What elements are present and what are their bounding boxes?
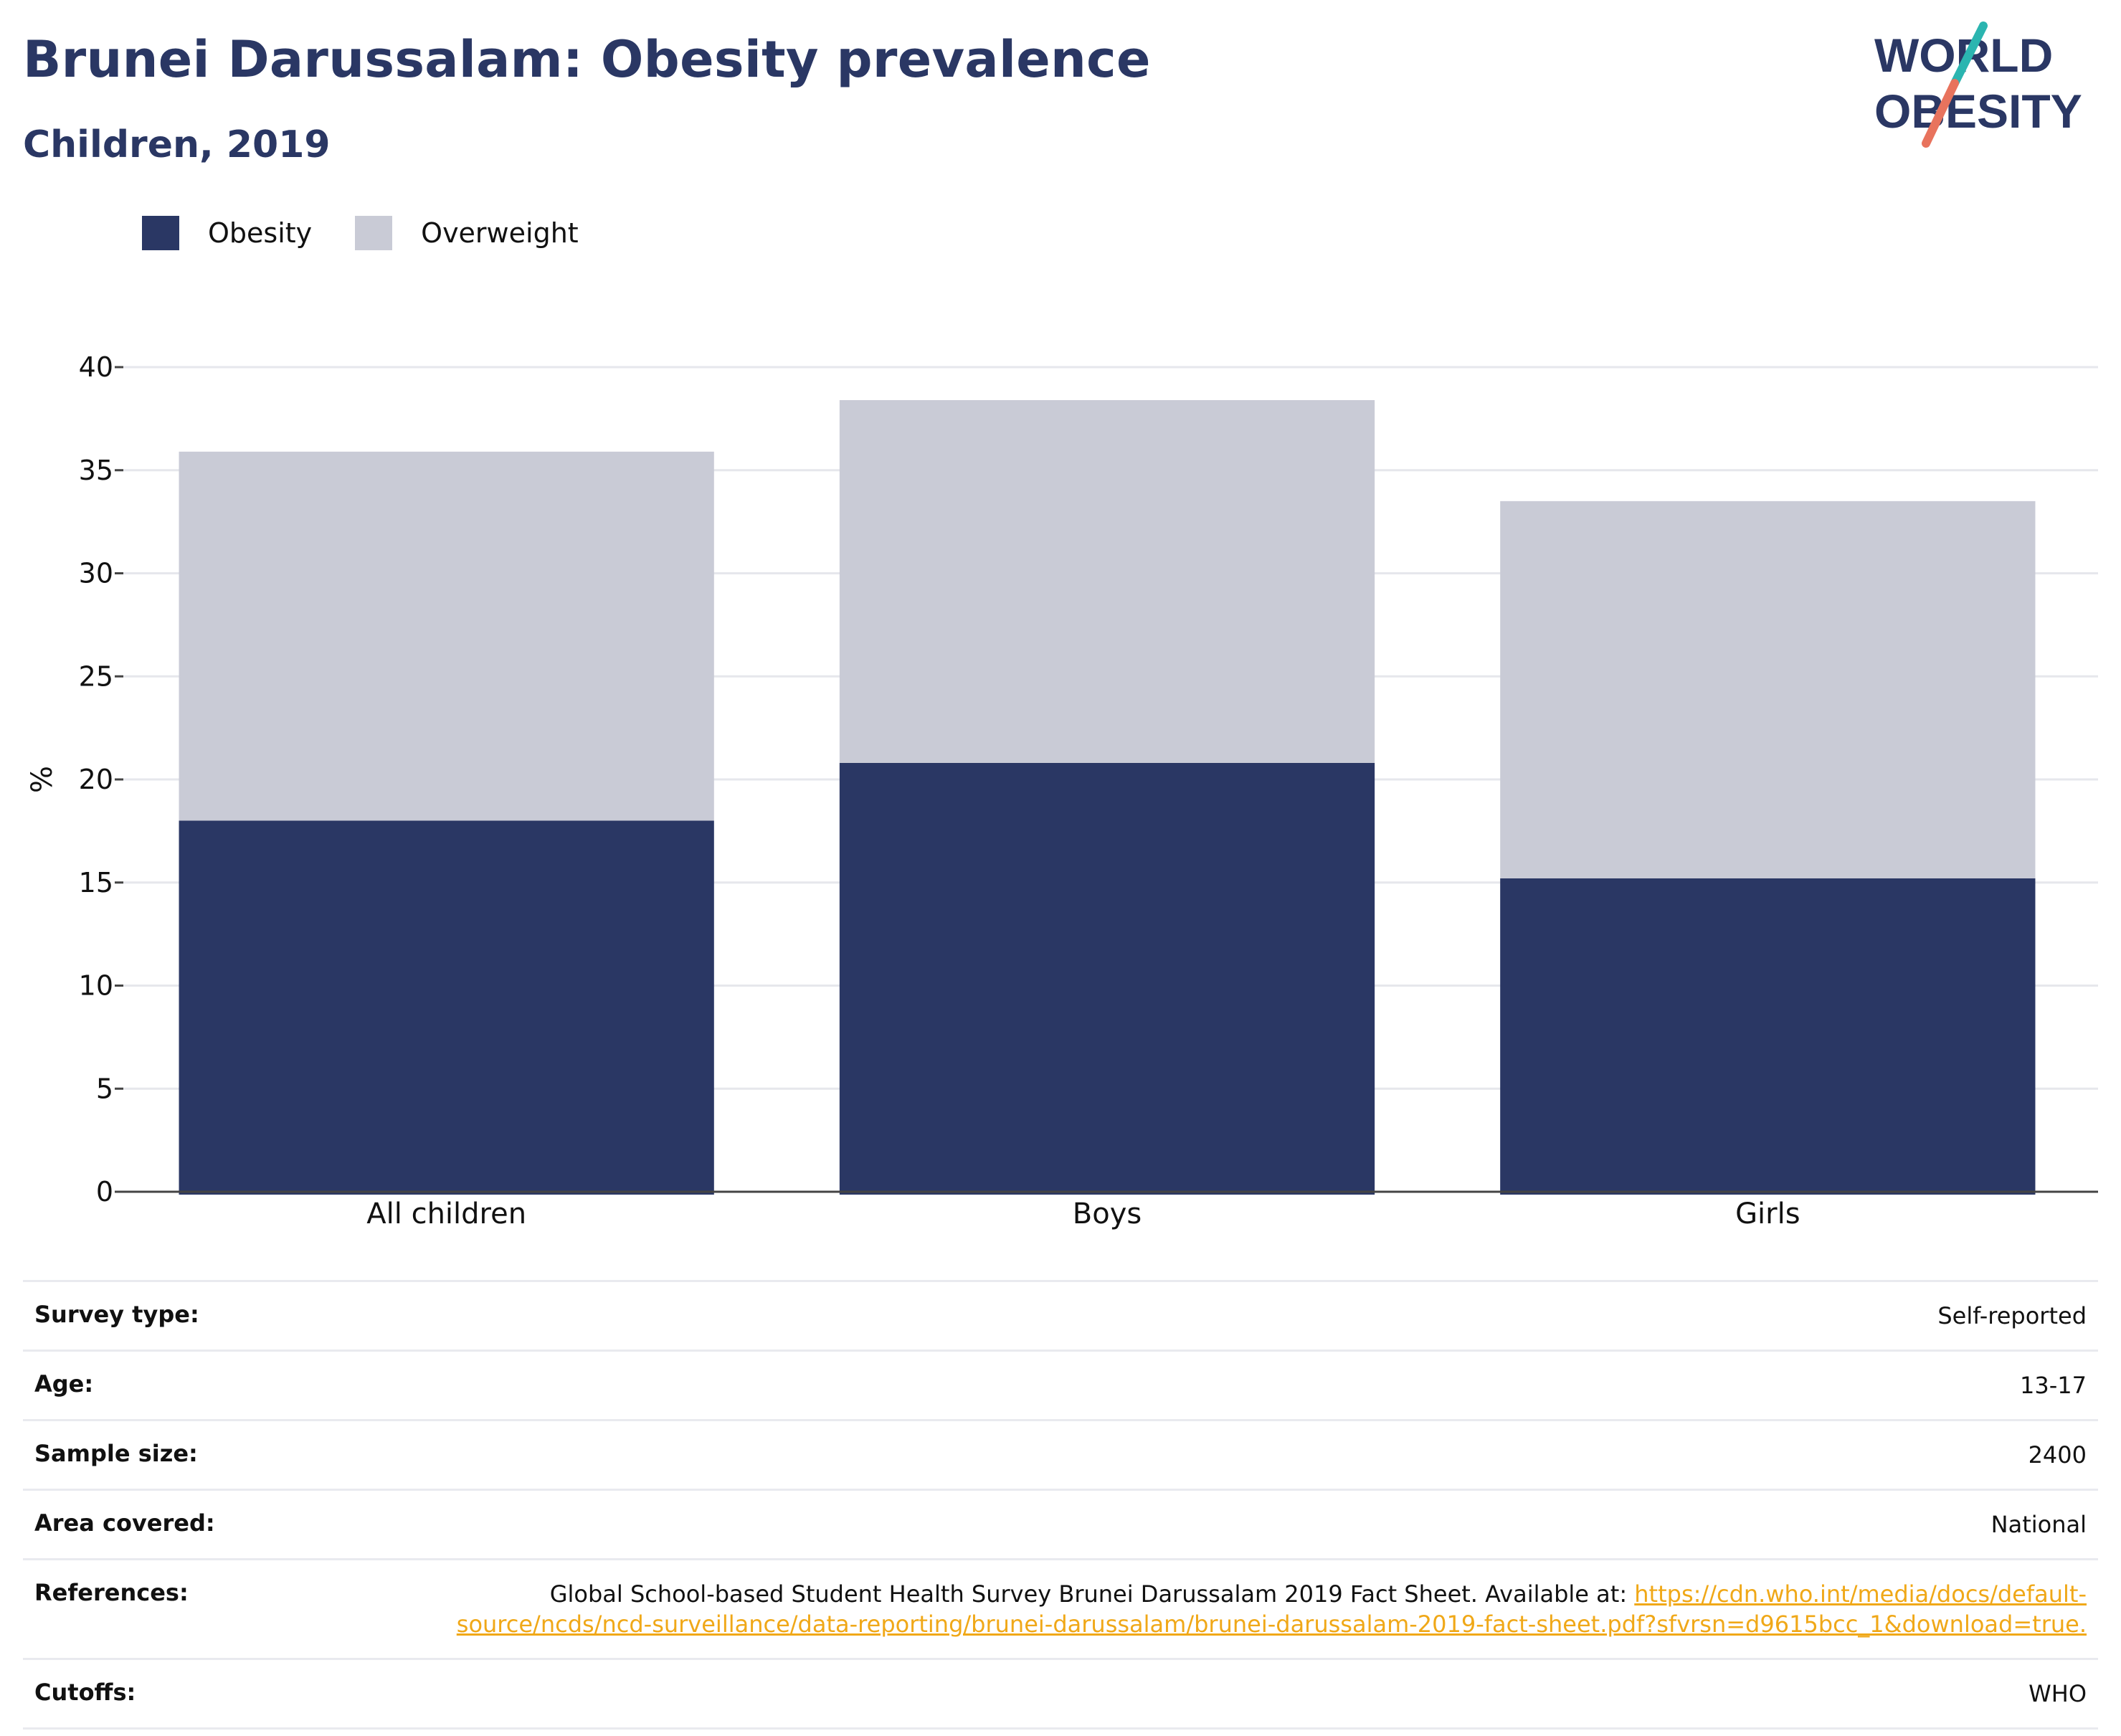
y-tick-label-5: 5 bbox=[96, 1073, 113, 1104]
legend-item-overweight[interactable]: Overweight bbox=[355, 216, 579, 250]
info-row-cutoffs: Cutoffs: WHO bbox=[23, 1660, 2098, 1730]
logo-text-obesity: OBESITY bbox=[1874, 85, 2082, 138]
info-value-area: National bbox=[1990, 1511, 2087, 1538]
y-tick-label-0: 0 bbox=[96, 1176, 113, 1208]
stacked-bar-chart: 0 5 10 15 20 25 30 35 40% All children Boys Girls bbox=[26, 351, 2098, 1230]
y-tick-label-15: 15 bbox=[79, 867, 113, 898]
bar-obesity-boys bbox=[839, 763, 1375, 1195]
survey-info-table: Survey type: Self-reported Age: 13-17 Sa… bbox=[23, 1280, 2098, 1730]
legend-label-overweight: Overweight bbox=[421, 217, 579, 249]
info-value-references: Global School-based Student Health Surve… bbox=[423, 1579, 2087, 1639]
y-axis-label: % bbox=[26, 766, 59, 793]
info-value-sample-size: 2400 bbox=[2028, 1441, 2087, 1469]
reference-text: Global School-based Student Health Surve… bbox=[549, 1580, 1635, 1608]
chart-title: Brunei Darussalam: Obesity prevalence bbox=[23, 30, 1151, 89]
info-label-sample-size: Sample size: bbox=[34, 1440, 198, 1467]
info-value-survey-type: Self-reported bbox=[1937, 1302, 2087, 1329]
info-label-references: References: bbox=[34, 1579, 189, 1606]
legend-label-obesity: Obesity bbox=[208, 217, 313, 249]
logo-slash-teal bbox=[1950, 22, 1988, 87]
y-tick-label-20: 20 bbox=[79, 764, 113, 795]
chart-subtitle: Children, 2019 bbox=[23, 123, 331, 166]
chart-legend: Obesity Overweight bbox=[142, 214, 622, 252]
info-row-survey-type: Survey type: Self-reported bbox=[23, 1282, 2098, 1352]
info-label-area: Area covered: bbox=[34, 1509, 215, 1537]
info-row-sample-size: Sample size: 2400 bbox=[23, 1421, 2098, 1491]
info-row-references: References: Global School-based Student … bbox=[23, 1560, 2098, 1660]
info-row-age: Age: 13-17 bbox=[23, 1352, 2098, 1421]
legend-item-obesity[interactable]: Obesity bbox=[142, 216, 312, 250]
bar-obesity-all-children bbox=[179, 820, 714, 1195]
world-obesity-logo: WORLD OBESITY bbox=[1874, 22, 2082, 148]
logo-slash-coral bbox=[1922, 79, 1959, 148]
info-label-age: Age: bbox=[34, 1370, 94, 1398]
x-tick-label-girls: Girls bbox=[1735, 1197, 1800, 1230]
bar-overweight-all-children bbox=[179, 451, 714, 821]
bar-obesity-girls bbox=[1500, 878, 2036, 1195]
info-value-cutoffs: WHO bbox=[2029, 1680, 2087, 1707]
info-label-cutoffs: Cutoffs: bbox=[34, 1679, 136, 1706]
y-tick-label-35: 35 bbox=[79, 455, 113, 486]
x-tick-label-boys: Boys bbox=[1073, 1197, 1142, 1230]
x-tick-label-all-children: All children bbox=[366, 1197, 526, 1230]
y-tick-label-30: 30 bbox=[79, 558, 113, 589]
info-row-area: Area covered: National bbox=[23, 1491, 2098, 1560]
bar-overweight-boys bbox=[839, 400, 1375, 763]
reference-link[interactable]: https://cdn.who.int/media/docs/default-s… bbox=[456, 1580, 2087, 1638]
info-label-survey-type: Survey type: bbox=[34, 1301, 199, 1328]
info-value-age: 13-17 bbox=[2020, 1372, 2087, 1399]
y-tick-label-40: 40 bbox=[79, 351, 113, 383]
y-tick-label-10: 10 bbox=[79, 970, 113, 1002]
legend-swatch-overweight bbox=[355, 216, 393, 250]
legend-swatch-obesity bbox=[142, 216, 179, 250]
y-tick-label-25: 25 bbox=[79, 660, 113, 692]
bar-overweight-girls bbox=[1500, 501, 2036, 878]
